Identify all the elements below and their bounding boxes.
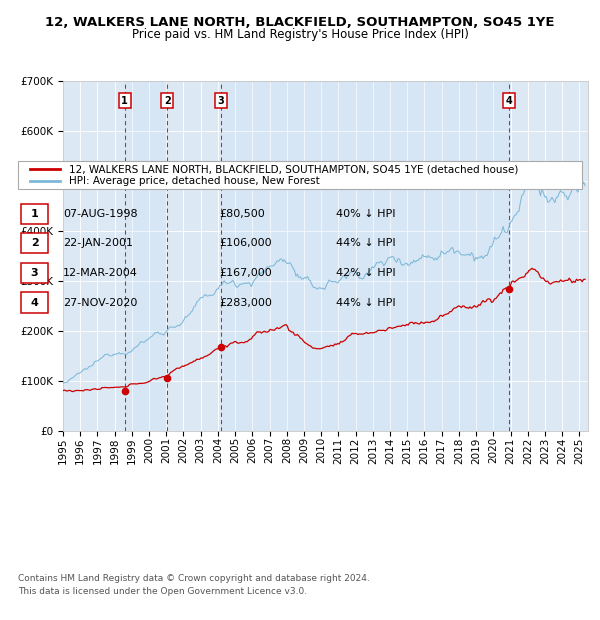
Text: 2: 2 [164, 95, 170, 105]
Text: 27-NOV-2020: 27-NOV-2020 [63, 298, 137, 308]
Text: 4: 4 [31, 298, 38, 308]
Text: £80,500: £80,500 [219, 209, 265, 219]
Text: Price paid vs. HM Land Registry's House Price Index (HPI): Price paid vs. HM Land Registry's House … [131, 28, 469, 41]
Text: 2: 2 [31, 238, 38, 248]
Text: 44% ↓ HPI: 44% ↓ HPI [336, 298, 395, 308]
Text: £167,000: £167,000 [219, 268, 272, 278]
Text: 12-MAR-2004: 12-MAR-2004 [63, 268, 138, 278]
Text: This data is licensed under the Open Government Licence v3.0.: This data is licensed under the Open Gov… [18, 587, 307, 596]
Text: 07-AUG-1998: 07-AUG-1998 [63, 209, 137, 219]
Bar [125, 81, 167, 431]
Bar [221, 81, 509, 431]
Text: 4: 4 [505, 95, 512, 105]
Text: £106,000: £106,000 [219, 238, 272, 248]
Text: 3: 3 [218, 95, 224, 105]
Text: HPI: Average price, detached house, New Forest: HPI: Average price, detached house, New … [69, 176, 320, 186]
Text: £283,000: £283,000 [219, 298, 272, 308]
Text: 3: 3 [31, 268, 38, 278]
Text: 22-JAN-2001: 22-JAN-2001 [63, 238, 133, 248]
Text: 1: 1 [121, 95, 128, 105]
Text: 44% ↓ HPI: 44% ↓ HPI [336, 238, 395, 248]
Text: 40% ↓ HPI: 40% ↓ HPI [336, 209, 395, 219]
Text: 12, WALKERS LANE NORTH, BLACKFIELD, SOUTHAMPTON, SO45 1YE (detached house): 12, WALKERS LANE NORTH, BLACKFIELD, SOUT… [69, 164, 518, 174]
Text: 12, WALKERS LANE NORTH, BLACKFIELD, SOUTHAMPTON, SO45 1YE: 12, WALKERS LANE NORTH, BLACKFIELD, SOUT… [45, 16, 555, 29]
Text: 1: 1 [31, 209, 38, 219]
Text: 42% ↓ HPI: 42% ↓ HPI [336, 268, 395, 278]
Text: Contains HM Land Registry data © Crown copyright and database right 2024.: Contains HM Land Registry data © Crown c… [18, 574, 370, 583]
